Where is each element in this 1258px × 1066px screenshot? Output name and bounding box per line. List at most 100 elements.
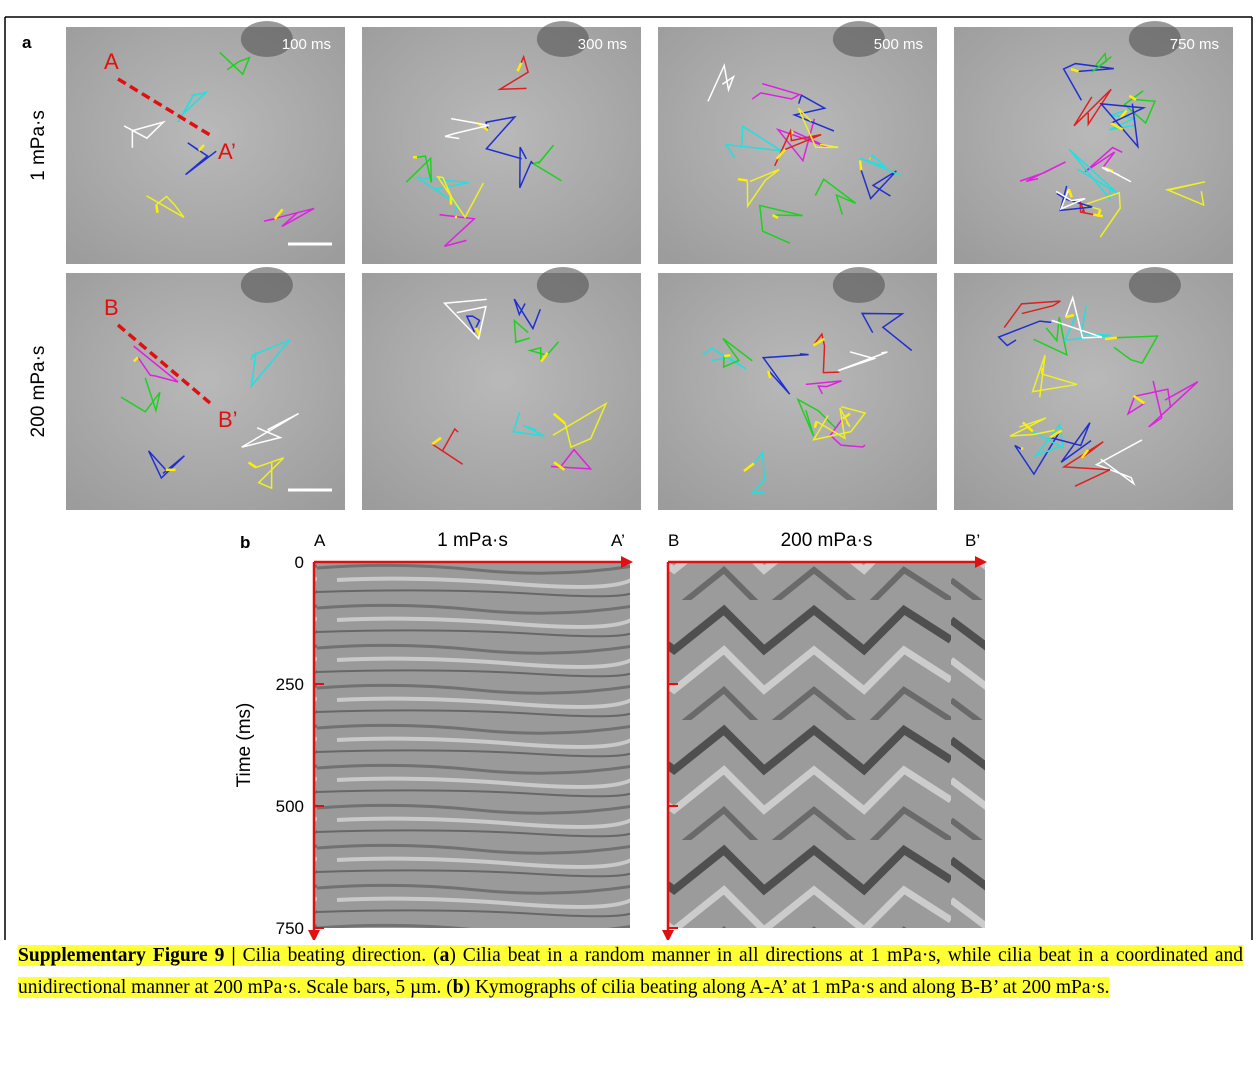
cilia-track [1073,88,1112,127]
cilia-track [531,144,562,182]
row-label: 200 mPa·s [28,346,49,438]
cilia-track [241,412,300,448]
beat-arrow [869,157,872,160]
beat-arrow [812,337,826,347]
cilia-track [1032,422,1065,458]
beat-arrow [743,462,755,473]
cilia-track [1079,201,1094,216]
beat-arrow [273,208,284,220]
beat-arrow [1040,367,1044,375]
beat-arrow [1132,394,1146,405]
beat-arrow [247,461,257,469]
cilia-track [1062,62,1114,101]
cilia-track [775,118,829,163]
beat-arrow [841,412,851,420]
dark-spot [1128,21,1181,57]
cilia-track [519,146,534,189]
kymo-start: B [668,531,679,550]
cilia-track [758,204,803,244]
cilia-track [1009,417,1055,437]
cilia-track [997,320,1052,347]
micrograph [954,21,1233,264]
beat-arrow [858,160,863,171]
figure: a b 1 mPa·s 100 ms A A’ 300 ms 500 ms 750 ms 20… [4,16,1253,940]
cilia-track [123,120,166,148]
cilia-track [250,339,291,389]
beat-arrow [1065,313,1075,319]
cilia-track [1109,109,1138,131]
cilia-track [527,341,560,362]
micrograph [658,21,937,264]
micrograph [954,267,1233,510]
image-background [362,27,641,264]
cilia-track [120,377,161,414]
beat-arrow [1070,67,1079,73]
caption-text: b [452,977,464,998]
cilia-track [513,298,542,331]
beat-arrow [552,412,566,425]
kymograph [668,562,985,928]
y-tick-label: 500 [276,797,304,816]
beat-arrow [197,144,205,152]
cilia-track [416,176,470,214]
beat-arrow [813,421,818,428]
cilia-track [805,380,842,395]
cilia-track [814,178,857,215]
micrograph [362,21,641,264]
beat-arrow [1067,188,1073,198]
beat-arrow [1020,446,1024,451]
beat-arrow [516,62,523,72]
image-background [66,273,345,510]
kymo-end: A’ [611,531,625,550]
beat-arrow [1104,336,1117,341]
caption-text: Supplementary Figure 9 | [18,945,236,966]
cilia-track [552,401,608,449]
cilia-track [1091,51,1112,73]
cilia-track [436,175,485,219]
cilia-track [1123,90,1157,125]
cilia-track [513,318,531,344]
cilia-track [177,90,209,123]
cilia-track [816,407,851,440]
kymo-start: A [314,531,326,550]
cilia-track [1063,305,1112,342]
beat-arrow [155,204,159,214]
section-end: B’ [218,407,238,432]
cilia-track [1113,335,1159,364]
panel-label: a [22,33,32,52]
cilia-track [1055,188,1086,211]
cilia-track [1019,161,1066,182]
y-tick-label: 250 [276,675,304,694]
cilia-track [860,169,897,200]
kymograph [314,562,630,928]
section-start: B [104,295,119,320]
micrograph [362,267,641,510]
cilia-track [1068,148,1118,201]
timepoint-label: 500 ms [874,36,923,53]
cilia-track [1164,181,1206,207]
image-background [954,273,1233,510]
timepoint-label: 750 ms [1170,36,1219,53]
timepoint-label: 300 ms [578,36,627,53]
image-background [66,27,345,264]
section-end: A’ [218,139,236,164]
micrograph [66,21,345,264]
kymo-title: 1 mPa·s [437,530,508,551]
cilia-track [147,450,185,480]
cilia-track [797,107,839,149]
dark-spot [536,267,589,303]
beat-arrow [540,351,549,363]
cilia-track [1148,380,1199,428]
y-axis-title: Time (ms) [234,703,255,788]
cilia-track [185,142,217,176]
image-background [954,27,1233,264]
cilia-track [722,337,753,369]
image-background [362,273,641,510]
beat-arrow [737,177,748,182]
micrograph [658,267,937,510]
arrow-head [308,930,320,940]
section-line [116,323,212,405]
beat-arrow [132,356,139,363]
dark-spot [832,267,885,303]
